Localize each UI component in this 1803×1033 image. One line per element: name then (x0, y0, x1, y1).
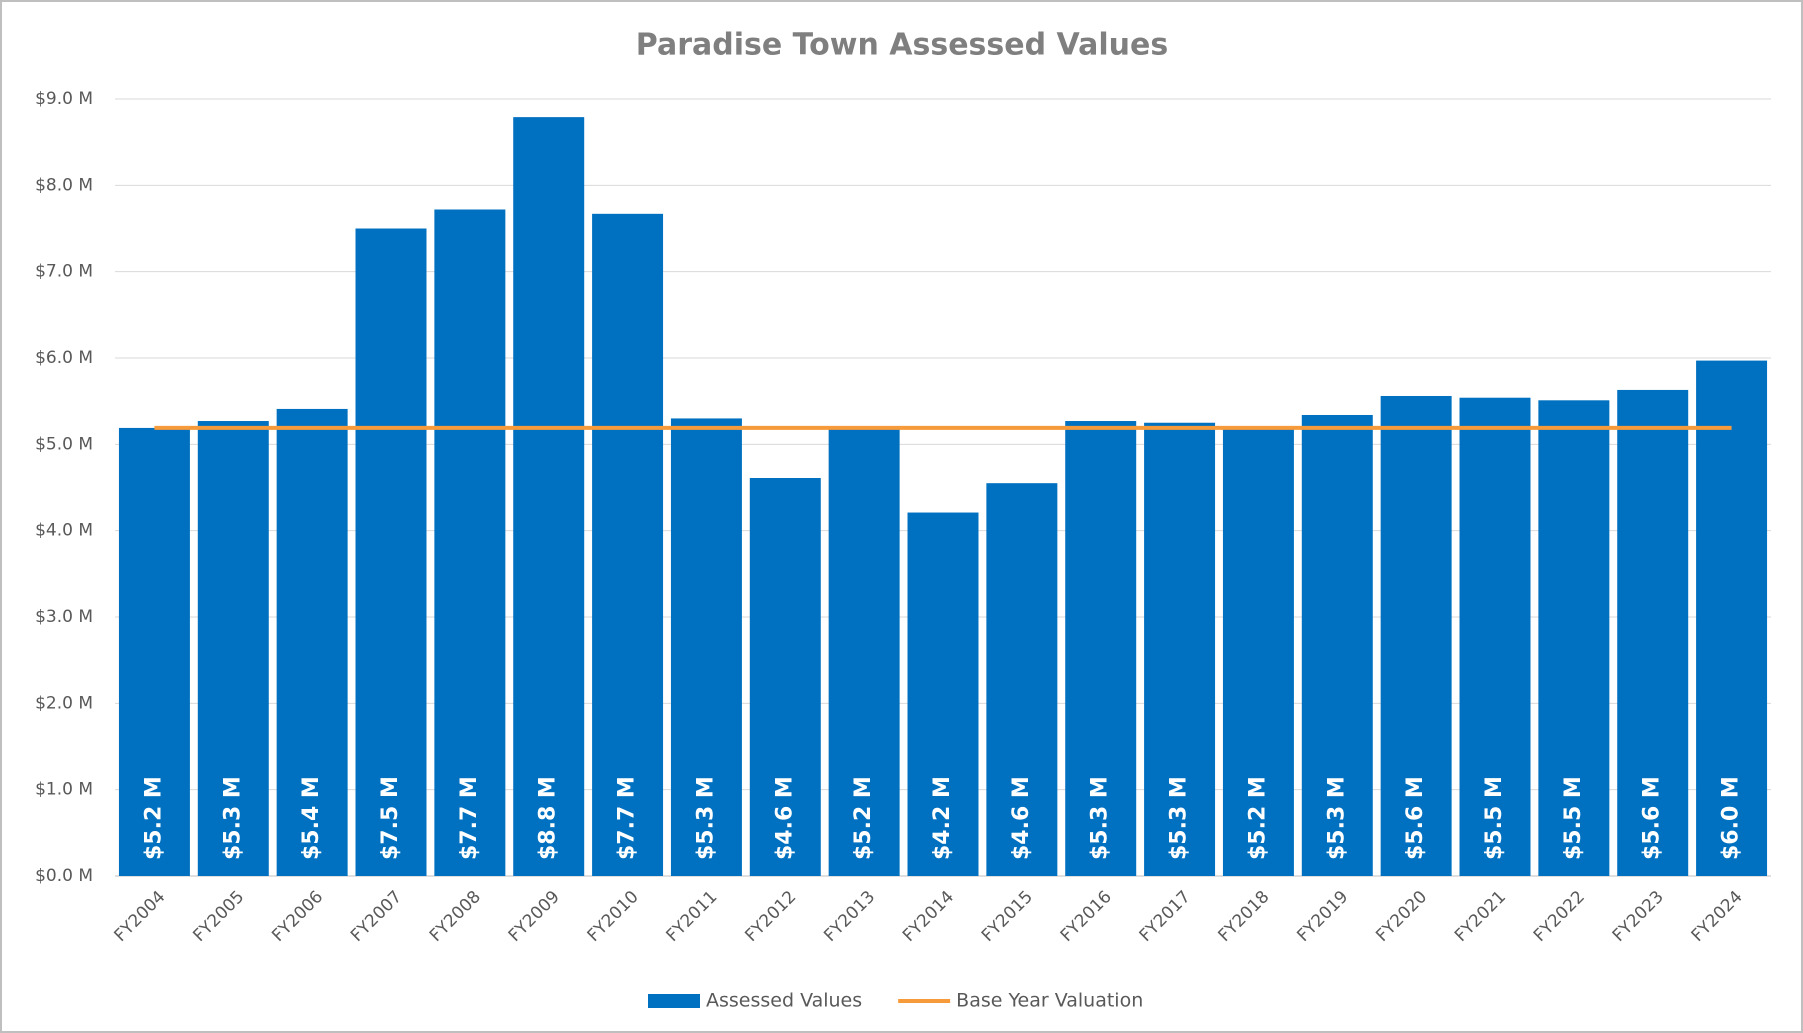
bar (986, 483, 1058, 876)
bar (1222, 427, 1294, 876)
y-tick-label: $2.0 M (35, 693, 93, 713)
data-label: $4.6 M (1009, 776, 1034, 860)
y-tick-label: $3.0 M (35, 607, 93, 627)
data-label: $6.0 M (1719, 776, 1744, 860)
bar (118, 427, 190, 876)
bar (197, 421, 269, 876)
bar (1617, 389, 1689, 876)
bar (670, 418, 742, 876)
data-label: $5.5 M (1561, 776, 1586, 860)
bar (513, 117, 585, 876)
bar (592, 213, 664, 876)
legend-swatch (648, 994, 700, 1008)
data-label: $5.2 M (1245, 776, 1270, 860)
bar (1065, 421, 1137, 876)
y-tick-label: $1.0 M (35, 780, 93, 800)
y-tick-label: $4.0 M (35, 521, 93, 541)
y-tick-label: $5.0 M (35, 434, 93, 454)
bar (907, 512, 979, 876)
data-label: $5.6 M (1403, 776, 1428, 860)
y-tick-label: $0.0 M (35, 866, 93, 886)
chart-title: Paradise Town Assessed Values (636, 28, 1168, 63)
bar (749, 478, 821, 876)
bar (1144, 422, 1216, 876)
data-label: $4.2 M (930, 776, 955, 860)
data-label: $7.7 M (457, 776, 482, 860)
bar (276, 408, 348, 876)
legend-label: Base Year Valuation (956, 990, 1143, 1012)
data-label: $5.3 M (1167, 776, 1192, 860)
data-label: $7.5 M (378, 776, 403, 860)
y-tick-label: $9.0 M (35, 89, 93, 109)
data-label: $5.2 M (141, 776, 166, 860)
data-label: $4.6 M (772, 776, 797, 860)
bar (1380, 395, 1452, 876)
data-label: $5.3 M (220, 776, 245, 860)
y-tick-label: $7.0 M (35, 262, 93, 282)
data-label: $5.5 M (1482, 776, 1507, 860)
bar (1696, 360, 1768, 877)
data-label: $5.3 M (693, 776, 718, 860)
data-label: $7.7 M (615, 776, 640, 860)
bar (434, 209, 506, 877)
bar (355, 228, 427, 876)
data-label: $5.3 M (1324, 776, 1349, 860)
y-tick-label: $8.0 M (35, 175, 93, 195)
bar (1538, 400, 1610, 876)
bar (1459, 397, 1531, 876)
bar (828, 427, 900, 876)
data-label: $5.3 M (1088, 776, 1113, 860)
y-tick-label: $6.0 M (35, 348, 93, 368)
data-label: $5.4 M (299, 776, 324, 860)
data-label: $8.8 M (536, 776, 561, 860)
legend-label: Assessed Values (706, 990, 862, 1012)
data-label: $5.2 M (851, 776, 876, 860)
bar (1301, 414, 1373, 876)
data-label: $5.6 M (1640, 776, 1665, 860)
